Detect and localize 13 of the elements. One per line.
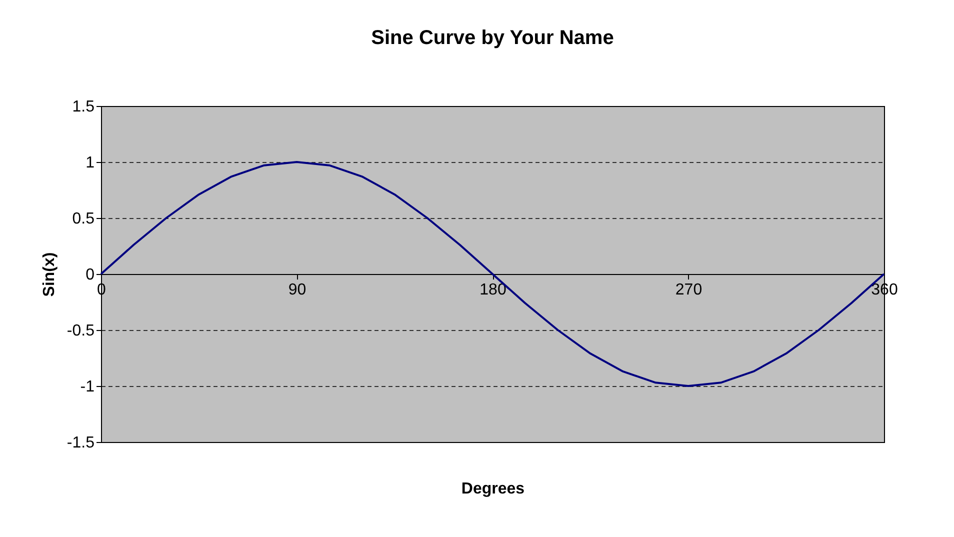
y-axis-title: Sin(x) (40, 252, 58, 297)
y-tick-label: 1 (86, 154, 95, 172)
y-tick-label: -1.5 (66, 434, 95, 452)
y-tick-label: 1.5 (72, 98, 95, 116)
y-tick-label: 0 (86, 266, 95, 284)
chart-title: Sine Curve by Your Name (371, 27, 614, 49)
x-tick-label: 180 (480, 282, 506, 298)
x-tick-label: 90 (288, 282, 306, 298)
y-tick-label: -1 (80, 378, 95, 396)
x-axis-title: Degrees (461, 480, 525, 498)
y-tick-label: 0.5 (72, 210, 95, 228)
y-tick-label: -0.5 (66, 322, 95, 340)
x-tick-label: 270 (675, 282, 702, 298)
